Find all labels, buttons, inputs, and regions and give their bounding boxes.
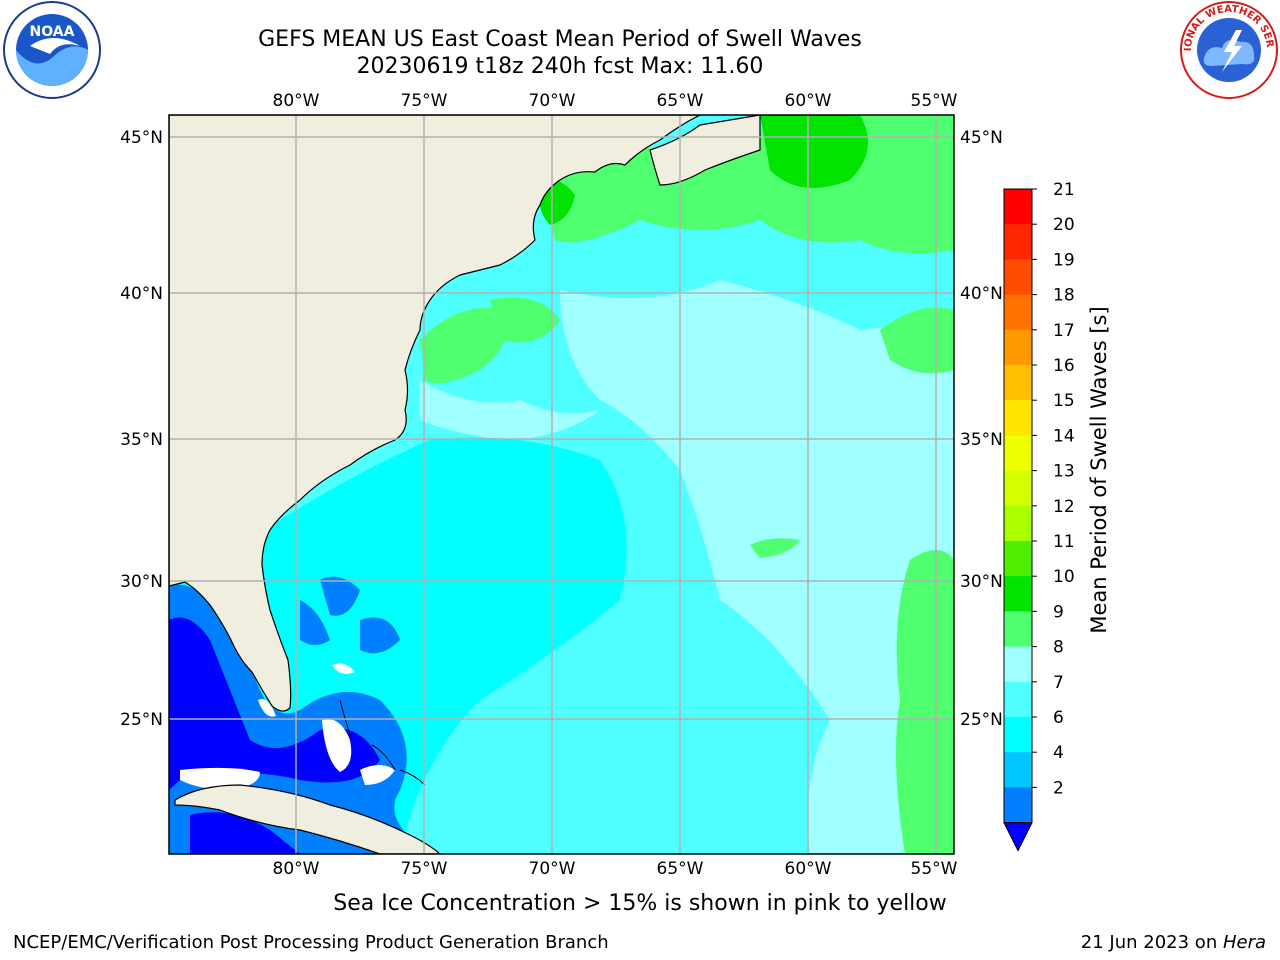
colorbar-segment: [1004, 611, 1032, 648]
lon-label: 60°W: [785, 91, 832, 111]
lat-label: 35°N: [960, 430, 1003, 450]
colorbar-segment: [1004, 717, 1032, 753]
lat-label: 35°N: [120, 430, 163, 450]
colorbar-tick-label: 8: [1053, 638, 1064, 658]
lat-label: 45°N: [960, 128, 1003, 148]
lat-label: 30°N: [960, 572, 1003, 592]
lon-label: 75°W: [401, 859, 448, 879]
colorbar-tick-label: 15: [1053, 391, 1075, 411]
colorbar-tick-label: 4: [1053, 743, 1064, 763]
lon-label: 80°W: [273, 91, 320, 111]
colorbar-segment: [1004, 329, 1032, 366]
colorbar-segment: [1004, 541, 1032, 577]
colorbar-tick-label: 17: [1053, 321, 1075, 341]
lon-label: 80°W: [273, 859, 320, 879]
lat-label: 25°N: [960, 710, 1003, 730]
lon-label: 75°W: [401, 91, 448, 111]
colorbar-tick-label: 9: [1053, 602, 1064, 622]
map-plot-area: [169, 115, 954, 854]
colorbar-extend-triangle: [1003, 822, 1033, 852]
colorbar-segment: [1004, 435, 1032, 472]
colorbar-segment: [1004, 576, 1032, 612]
footer-host: Hera: [1222, 932, 1266, 953]
lat-label: 45°N: [120, 128, 163, 148]
colorbar-tick-label: 13: [1053, 462, 1075, 482]
colorbar-tick-label: 2: [1053, 778, 1064, 798]
green-swell-east: [896, 550, 954, 854]
ocean-light-band: [560, 280, 954, 854]
land-us-east-coast: [169, 115, 701, 712]
lon-label: 55°W: [911, 91, 958, 111]
graticule: [169, 115, 954, 854]
colorbar-segment: [1004, 470, 1032, 507]
noaa-logo-text: NOAA: [30, 24, 75, 40]
lon-label: 70°W: [529, 859, 576, 879]
colorbar-segment: [1004, 189, 1032, 225]
lat-labels-right: 45°N 40°N 35°N 30°N 25°N: [960, 128, 1003, 730]
colorbar-tick-label: 6: [1053, 708, 1064, 728]
lon-labels-bottom: 80°W 75°W 70°W 65°W 60°W 55°W: [273, 859, 958, 879]
colorbar-segment: [1004, 365, 1032, 401]
sea-ice-note: Sea Ice Concentration > 15% is shown in …: [333, 891, 947, 916]
lat-label: 40°N: [960, 284, 1003, 304]
colorbar-segment: [1004, 294, 1032, 331]
noaa-logo-icon: NOAA: [3, 1, 101, 99]
lon-labels-top: 80°W 75°W 70°W 65°W 60°W 55°W: [273, 91, 958, 111]
colorbar-segment: [1004, 224, 1032, 260]
footer-credit: NCEP/EMC/Verification Post Processing Pr…: [13, 932, 609, 953]
lat-labels-left: 45°N 40°N 35°N 30°N 25°N: [120, 128, 163, 730]
colorbar-tick-label: 12: [1053, 497, 1075, 517]
colorbar-segment: [1004, 752, 1032, 788]
lon-label: 65°W: [657, 859, 704, 879]
colorbar-label: Mean Period of Swell Waves [s]: [1087, 306, 1111, 633]
lat-label: 30°N: [120, 572, 163, 592]
land-cuba: [174, 784, 441, 854]
nws-logo-icon: NATIONAL WEATHER SERVICE: [1178, 0, 1278, 99]
colorbar-segment: [1004, 400, 1032, 436]
colorbar-tick-label: 18: [1053, 286, 1075, 306]
chart-title: GEFS MEAN US East Coast Mean Period of S…: [258, 27, 862, 52]
colorbar-tick-label: 10: [1053, 567, 1075, 587]
colorbar-tick-label: 21: [1053, 180, 1075, 200]
lat-label: 25°N: [120, 710, 163, 730]
colorbar-tick-label: 20: [1053, 215, 1075, 235]
lon-label: 70°W: [529, 91, 576, 111]
chart-subtitle: 20230619 t18z 240h fcst Max: 11.60: [356, 54, 764, 79]
colorbar: 21 20 19 18 17 16 15 14 13 12 11 10 9 8 7 6 4 2: [1003, 180, 1075, 852]
colorbar-tick-label: 14: [1053, 426, 1075, 446]
colorbar-segment: [1004, 646, 1032, 683]
colorbar-tick-label: 19: [1053, 250, 1075, 270]
footer-date: 21 Jun 2023 on Hera: [1081, 932, 1266, 953]
colorbar-tick-label: 7: [1053, 673, 1064, 693]
lon-label: 65°W: [657, 91, 704, 111]
colorbar-segment: [1004, 787, 1032, 824]
lat-label: 40°N: [120, 284, 163, 304]
colorbar-segment: [1004, 505, 1032, 542]
colorbar-tick-label: 16: [1053, 356, 1075, 376]
lon-label: 55°W: [911, 859, 958, 879]
footer-date-text: 21 Jun 2023 on: [1080, 932, 1223, 953]
map-frame: [168, 114, 955, 855]
colorbar-segment: [1004, 681, 1032, 718]
colorbar-tick-label: 11: [1053, 532, 1075, 552]
colorbar-segment: [1004, 259, 1032, 296]
lon-label: 60°W: [785, 859, 832, 879]
